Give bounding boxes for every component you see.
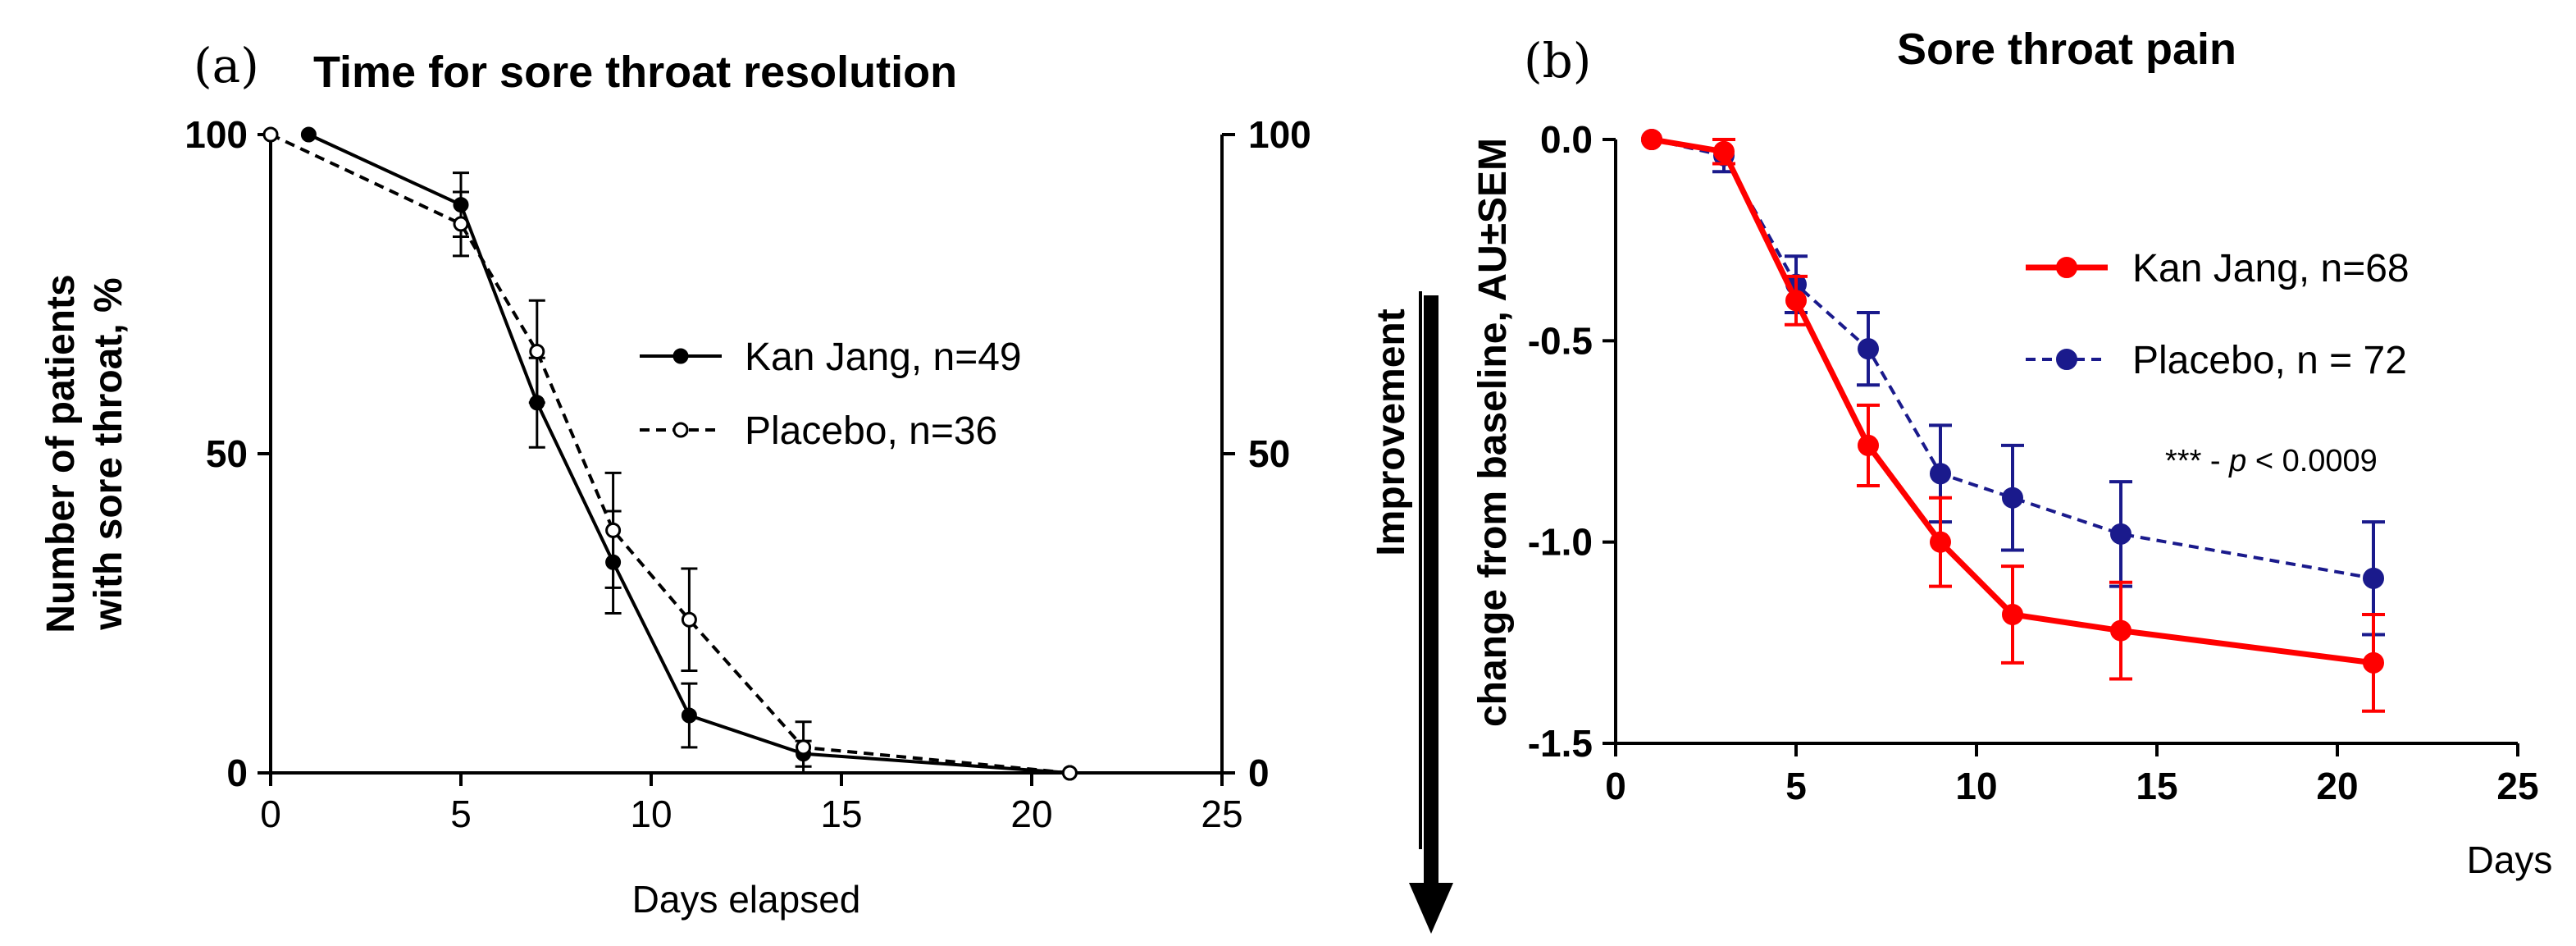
- panel-a-data-point: [681, 707, 697, 724]
- panel-b-y-tick-label: -0.5: [1528, 319, 1593, 362]
- panel-b-data-point: [2002, 487, 2023, 509]
- panel-a-y-tick-label: 0: [226, 752, 248, 794]
- panel-a-x-label: Days elapsed: [632, 878, 861, 921]
- panel-b-y-label-top: Improvement: [1370, 308, 1413, 555]
- panel-a-data-point: [300, 126, 317, 143]
- panel-a-title: Time for sore throat resolution: [313, 48, 957, 97]
- panel-b-x-tick-label: 15: [2136, 765, 2177, 807]
- panel-a-y-tick-label: 100: [185, 113, 248, 156]
- panel-b-data-point: [1785, 290, 1807, 312]
- panel-a-data-point: [1061, 765, 1078, 781]
- panel-b-legend: Kan Jang, n=68 Placebo, n = 72: [2026, 247, 2410, 382]
- panel-a-x-tick-label: 0: [260, 793, 281, 835]
- panel-a-legend-label: Kan Jang, n=49: [745, 336, 1022, 379]
- panel-a-right-tick-label: 0: [1248, 752, 1270, 794]
- panel-a-data-point: [529, 344, 545, 360]
- panel-a-series-line-0: [308, 133, 1070, 775]
- panel-a-y-tick-label: 50: [206, 432, 248, 475]
- panel-b-x-tick-label: 0: [1605, 765, 1626, 807]
- panel-b: (b) Sore throat pain 0 5 10 15 20 25 0.0 -0.5 -1…: [1370, 25, 2552, 934]
- panel-a-y-label-line1: Number of patients: [39, 274, 83, 633]
- panel-a-legend: Kan Jang, n=49 Placebo, n=36: [640, 336, 1022, 453]
- panel-b-data-point: [1930, 463, 1951, 485]
- panel-a-legend-marker: [672, 422, 689, 438]
- panel-a-x-tick-label: 20: [1010, 793, 1052, 835]
- panel-b-y-tick-label: 0.0: [1540, 118, 1593, 161]
- panel-b-x-label: Days: [2467, 839, 2553, 881]
- panel-b-y-tick-label: -1.0: [1528, 521, 1593, 564]
- panel-b-data-point: [1930, 531, 1951, 553]
- panel-b-data-point: [2363, 567, 2384, 589]
- panel-a-data-point: [453, 216, 469, 232]
- panel-b-data-point: [1858, 338, 1879, 360]
- p-value-stars: *** -: [2165, 444, 2229, 478]
- panel-b-y-label: change from baseline, AU±SEM: [1471, 138, 1515, 727]
- panel-b-legend-marker: [2056, 349, 2077, 370]
- panel-a: (a) Time for sore throat resolution 0 5 10…: [39, 38, 1311, 921]
- panel-b-legend-label: Kan Jang, n=68: [2132, 247, 2410, 290]
- panel-a-label: (a): [194, 38, 259, 94]
- panel-b-data-point: [2363, 651, 2384, 674]
- panel-b-x-tick-label: 20: [2316, 765, 2358, 807]
- panel-b-legend-marker: [2056, 257, 2077, 278]
- panel-b-data-point: [2002, 603, 2023, 625]
- panel-a-x-tick-label: 5: [450, 793, 472, 835]
- panel-a-y-label-line2: with sore throat, %: [87, 277, 130, 630]
- panel-a-legend-marker: [672, 348, 689, 364]
- panel-b-legend-label: Placebo, n = 72: [2132, 339, 2407, 382]
- panel-b-series: [1641, 129, 2385, 713]
- panel-b-data-point: [2110, 523, 2131, 545]
- panel-b-data-point: [1713, 140, 1735, 162]
- panel-a-right-tick-label: 50: [1248, 432, 1290, 475]
- panel-b-x-tick-label: 5: [1785, 765, 1807, 807]
- panel-a-series: [262, 126, 1078, 781]
- panel-b-series-line-0: [1651, 136, 2374, 666]
- panel-a-legend-label: Placebo, n=36: [745, 409, 997, 453]
- panel-b-data-point: [1858, 434, 1879, 456]
- p-value-threshold: < 0.0009: [2246, 444, 2378, 478]
- panel-a-data-point: [605, 522, 622, 538]
- panel-a-x-tick-label: 15: [820, 793, 862, 835]
- p-value-annotation: *** - p < 0.0009: [2165, 444, 2378, 478]
- panel-a-x-tick-label: 25: [1201, 793, 1242, 835]
- panel-a-data-point: [796, 739, 812, 756]
- panel-b-x-tick-label: 10: [1955, 765, 1997, 807]
- panel-b-title: Sore throat pain: [1897, 25, 2236, 74]
- panel-a-x-tick-label: 10: [630, 793, 672, 835]
- panel-b-x-tick-label: 25: [2496, 765, 2538, 807]
- panel-a-right-tick-label: 100: [1248, 113, 1311, 156]
- panel-b-ticks: 0 5 10 15 20 25 0.0 -0.5 -1.0 -1.5: [1528, 118, 2539, 807]
- panel-b-data-point: [1641, 129, 1662, 150]
- p-value-symbol: p: [2228, 444, 2246, 478]
- panel-a-data-point: [262, 126, 279, 143]
- down-arrow-icon: [1409, 883, 1453, 934]
- panel-b-y-tick-label: -1.5: [1528, 722, 1593, 765]
- panel-a-data-point: [681, 611, 697, 628]
- panel-b-data-point: [2110, 619, 2131, 642]
- panel-b-label: (b): [1524, 33, 1591, 89]
